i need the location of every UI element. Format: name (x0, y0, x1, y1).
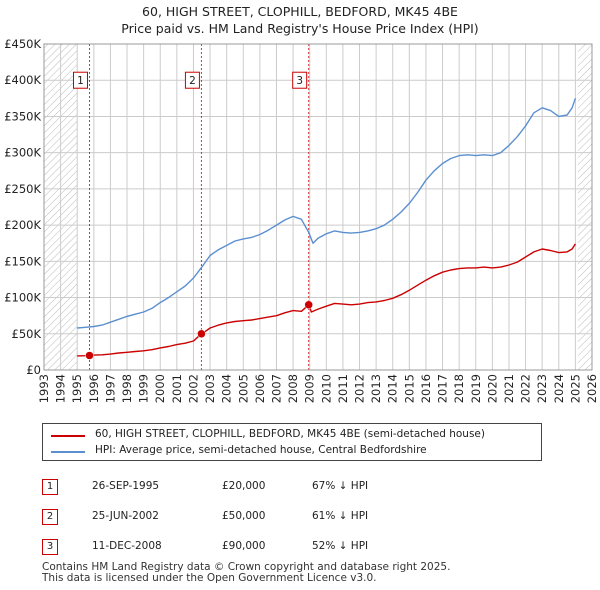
x-tick-label: 2017 (436, 374, 450, 403)
y-tick-label: £50K (12, 327, 42, 341)
x-tick-label: 1995 (70, 374, 84, 403)
x-tick-label: 2015 (402, 374, 416, 403)
transaction-row: 3 11-DEC-2008 £90,000 52% ↓ HPI (0, 538, 600, 558)
y-tick-label: £400K (4, 73, 41, 87)
x-tick-label: 2021 (502, 374, 516, 403)
y-tick-label: £450K (4, 37, 41, 51)
x-tick-label: 2007 (269, 374, 283, 403)
x-tick-label: 2010 (319, 374, 333, 403)
x-tick-label: 1999 (137, 374, 151, 403)
x-tick-label: 1993 (37, 374, 51, 403)
x-tick-label: 2014 (386, 374, 400, 403)
x-tick-label: 1997 (103, 374, 117, 403)
sale-marker-box (184, 71, 200, 89)
sale-price: £20,000 (222, 480, 266, 492)
sale-marker-label: 1 (77, 75, 84, 87)
x-tick-label: 1996 (87, 374, 101, 403)
sale-marker-label: 2 (189, 75, 196, 87)
x-tick-label: 2009 (303, 374, 317, 403)
y-tick-label: £350K (4, 109, 41, 123)
plot-frame (43, 43, 593, 371)
x-tick-label: 2025 (568, 374, 582, 403)
y-tick-label: £0 (26, 363, 41, 377)
sale-hpi-diff: 67% ↓ HPI (312, 480, 369, 492)
y-tick-label: £200K (4, 218, 41, 232)
plot-area (44, 44, 592, 370)
hpi-line (77, 98, 577, 329)
y-tick-label: £300K (4, 146, 41, 160)
x-tick-label: 2020 (485, 374, 499, 403)
sale-date: 25-JUN-2002 (92, 510, 159, 522)
sale-badge: 3 (42, 539, 58, 555)
sale-date: 11-DEC-2008 (92, 540, 162, 552)
x-tick-label: 2023 (535, 374, 549, 403)
legend-label-property: 60, HIGH STREET, CLOPHILL, BEDFORD, MK45… (95, 428, 485, 440)
sale-price: £50,000 (222, 510, 266, 522)
x-tick-label: 2011 (336, 374, 350, 403)
chart-title: 60, HIGH STREET, CLOPHILL, BEDFORD, MK45… (142, 4, 458, 19)
x-tick-label: 2006 (253, 374, 267, 403)
legend: 60, HIGH STREET, CLOPHILL, BEDFORD, MK45… (42, 423, 542, 461)
x-tick-label: 2002 (186, 374, 200, 403)
x-tick-label: 2024 (552, 374, 566, 403)
sale-price: £90,000 (222, 540, 266, 552)
transaction-row: 2 25-JUN-2002 £50,000 61% ↓ HPI (0, 508, 600, 528)
hatched-region (577, 44, 592, 370)
x-tick-label: 1998 (120, 374, 134, 403)
y-tick-label: £100K (4, 291, 41, 305)
sale-hpi-diff: 61% ↓ HPI (312, 510, 369, 522)
sale-marker-label: 3 (296, 75, 303, 87)
x-tick-label: 2019 (469, 374, 483, 403)
price-chart: 1 2 3 £0 £50K £100K £150K £200K £250K £300K £350K… (4, 37, 599, 403)
sale-point (304, 300, 313, 310)
sale-hpi-diff: 52% ↓ HPI (312, 540, 369, 552)
x-tick-label: 2008 (286, 374, 300, 403)
x-tick-label: 2012 (353, 374, 367, 403)
footer-licence: This data is licensed under the Open Gov… (42, 572, 377, 584)
legend-label-hpi: HPI: Average price, semi-detached house,… (95, 444, 427, 456)
y-tick-label: £250K (4, 182, 41, 196)
sale-badge: 1 (42, 479, 58, 495)
x-tick-label: 2003 (203, 374, 217, 403)
legend-swatch-hpi (51, 451, 85, 453)
x-tick-label: 2022 (519, 374, 533, 403)
x-tick-label: 1994 (54, 374, 68, 403)
chart-subtitle: Price paid vs. HM Land Registry's House … (121, 21, 479, 36)
y-tick-label: £150K (4, 254, 41, 268)
x-tick-label: 2026 (585, 374, 599, 403)
x-tick-label: 2004 (220, 374, 234, 403)
sale-marker-box (292, 71, 308, 89)
x-tick-label: 2016 (419, 374, 433, 403)
x-tick-label: 2000 (153, 374, 167, 403)
x-tick-label: 2018 (452, 374, 466, 403)
x-tick-label: 2005 (236, 374, 250, 403)
transaction-row: 1 26-SEP-1995 £20,000 67% ↓ HPI (0, 478, 600, 498)
sale-date: 26-SEP-1995 (92, 480, 160, 492)
footer-copyright: Contains HM Land Registry data © Crown c… (42, 561, 451, 573)
property-price-line (77, 243, 576, 357)
sale-point (197, 329, 206, 339)
x-tick-label: 2013 (369, 374, 383, 403)
sale-marker-box (73, 71, 89, 89)
x-tick-label: 2001 (170, 374, 184, 403)
legend-swatch-property (51, 435, 85, 437)
sale-badge: 2 (42, 509, 58, 525)
sale-point (85, 351, 94, 360)
